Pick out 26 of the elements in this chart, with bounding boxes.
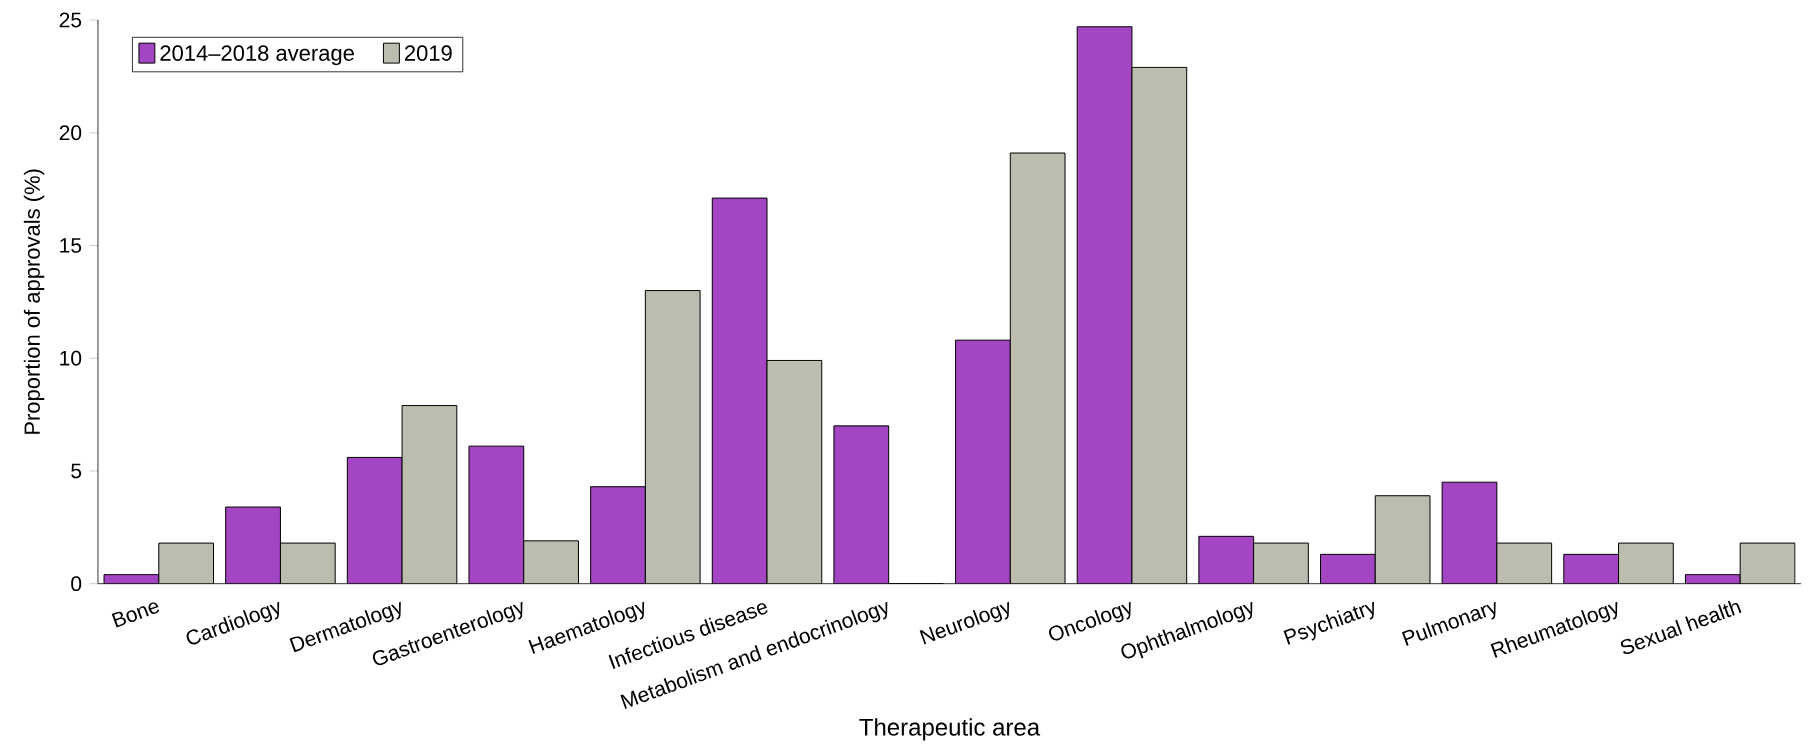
x-axis-title: Therapeutic area xyxy=(859,718,1041,741)
x-tick-label: Bone xyxy=(111,602,160,628)
y-tick-label: 0 xyxy=(71,576,82,592)
y-tick-label: 15 xyxy=(60,238,82,254)
bar xyxy=(402,405,457,584)
y-tick-label: 25 xyxy=(59,12,82,28)
bar xyxy=(1618,543,1674,584)
bar xyxy=(767,360,822,584)
y-tick-label: 10 xyxy=(60,350,82,366)
y-axis-title: Proportion of approvals (%) xyxy=(23,169,45,435)
bar xyxy=(1496,543,1552,584)
legend-label: 2014–2018 average xyxy=(160,45,354,66)
bar xyxy=(158,543,214,584)
bar xyxy=(1375,495,1430,584)
bar xyxy=(1253,543,1309,584)
bar xyxy=(1010,153,1066,584)
x-tick-label: Sexual health xyxy=(1620,600,1742,655)
legend-label: 2019 xyxy=(404,45,452,62)
bar xyxy=(833,425,890,584)
bar xyxy=(280,543,336,584)
bar xyxy=(523,541,579,584)
bar xyxy=(1739,542,1796,584)
bar xyxy=(1131,67,1187,584)
y-tick-label: 20 xyxy=(59,125,82,141)
bar xyxy=(645,290,701,584)
y-tick-label: 5 xyxy=(71,463,82,479)
